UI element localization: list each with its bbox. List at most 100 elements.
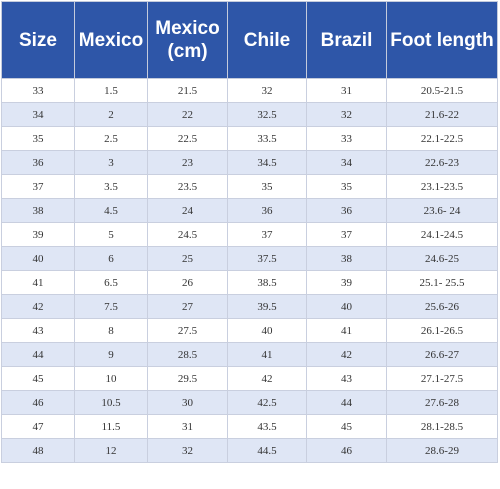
cell-mexico: 9 (74, 342, 148, 367)
cell-mexico: 2 (74, 102, 148, 127)
cell-mexico: 3.5 (74, 174, 148, 199)
table-row: 34 2 22 32.5 32 21.6-22 (1, 102, 498, 127)
table-row: 42 7.5 27 39.5 40 25.6-26 (1, 294, 498, 319)
cell-chile: 32.5 (227, 102, 307, 127)
cell-mexico: 6 (74, 246, 148, 271)
header-chile: Chile (227, 1, 307, 79)
cell-foot-length: 25.6-26 (386, 294, 498, 319)
cell-chile: 41 (227, 342, 307, 367)
cell-size: 37 (1, 174, 75, 199)
cell-size: 43 (1, 318, 75, 343)
cell-brazil: 41 (306, 318, 387, 343)
cell-chile: 32 (227, 78, 307, 103)
cell-mexico-cm: 24 (147, 198, 228, 223)
cell-mexico-cm: 23 (147, 150, 228, 175)
cell-chile: 34.5 (227, 150, 307, 175)
cell-foot-length: 27.6-28 (386, 390, 498, 415)
cell-size: 35 (1, 126, 75, 151)
header-brazil: Brazil (306, 1, 387, 79)
cell-foot-length: 24.1-24.5 (386, 222, 498, 247)
cell-size: 44 (1, 342, 75, 367)
table-row: 38 4.5 24 36 36 23.6- 24 (1, 198, 498, 223)
cell-mexico: 8 (74, 318, 148, 343)
size-table: Size Mexico Mexico (cm) Chile Brazil Foot… (1, 1, 498, 463)
header-mexico: Mexico (74, 1, 148, 79)
table-row: 45 10 29.5 42 43 27.1-27.5 (1, 366, 498, 391)
cell-chile: 36 (227, 198, 307, 223)
cell-mexico-cm: 21.5 (147, 78, 228, 103)
cell-mexico: 4.5 (74, 198, 148, 223)
table-row: 44 9 28.5 41 42 26.6-27 (1, 342, 498, 367)
cell-chile: 42.5 (227, 390, 307, 415)
cell-size: 33 (1, 78, 75, 103)
cell-chile: 37 (227, 222, 307, 247)
cell-mexico: 10 (74, 366, 148, 391)
header-size: Size (1, 1, 75, 79)
cell-foot-length: 23.1-23.5 (386, 174, 498, 199)
cell-size: 46 (1, 390, 75, 415)
cell-mexico-cm: 24.5 (147, 222, 228, 247)
cell-brazil: 39 (306, 270, 387, 295)
cell-chile: 40 (227, 318, 307, 343)
table-body: 33 1.5 21.5 32 31 20.5-21.5 34 2 22 32.5 32 21.6-22… (1, 78, 498, 463)
cell-brazil: 32 (306, 102, 387, 127)
cell-mexico: 2.5 (74, 126, 148, 151)
cell-mexico: 1.5 (74, 78, 148, 103)
cell-brazil: 42 (306, 342, 387, 367)
cell-mexico-cm: 27 (147, 294, 228, 319)
cell-foot-length: 21.6-22 (386, 102, 498, 127)
cell-size: 42 (1, 294, 75, 319)
cell-chile: 42 (227, 366, 307, 391)
cell-brazil: 35 (306, 174, 387, 199)
cell-size: 36 (1, 150, 75, 175)
cell-brazil: 38 (306, 246, 387, 271)
cell-size: 38 (1, 198, 75, 223)
cell-mexico: 12 (74, 438, 148, 463)
cell-mexico: 10.5 (74, 390, 148, 415)
cell-mexico: 6.5 (74, 270, 148, 295)
cell-foot-length: 24.6-25 (386, 246, 498, 271)
cell-brazil: 36 (306, 198, 387, 223)
cell-brazil: 45 (306, 414, 387, 439)
cell-mexico-cm: 25 (147, 246, 228, 271)
cell-chile: 44.5 (227, 438, 307, 463)
cell-foot-length: 22.1-22.5 (386, 126, 498, 151)
cell-size: 41 (1, 270, 75, 295)
table-row: 33 1.5 21.5 32 31 20.5-21.5 (1, 78, 498, 103)
header-row: Size Mexico Mexico (cm) Chile Brazil Foot… (1, 1, 498, 79)
cell-foot-length: 28.6-29 (386, 438, 498, 463)
table-row: 47 11.5 31 43.5 45 28.1-28.5 (1, 414, 498, 439)
cell-foot-length: 22.6-23 (386, 150, 498, 175)
cell-brazil: 43 (306, 366, 387, 391)
cell-chile: 39.5 (227, 294, 307, 319)
cell-mexico-cm: 23.5 (147, 174, 228, 199)
cell-mexico-cm: 22.5 (147, 126, 228, 151)
table-row: 39 5 24.5 37 37 24.1-24.5 (1, 222, 498, 247)
cell-foot-length: 26.1-26.5 (386, 318, 498, 343)
table-row: 43 8 27.5 40 41 26.1-26.5 (1, 318, 498, 343)
table-row: 40 6 25 37.5 38 24.6-25 (1, 246, 498, 271)
cell-mexico: 3 (74, 150, 148, 175)
table-row: 37 3.5 23.5 35 35 23.1-23.5 (1, 174, 498, 199)
table-header: Size Mexico Mexico (cm) Chile Brazil Foot… (1, 1, 498, 79)
cell-brazil: 44 (306, 390, 387, 415)
cell-mexico: 11.5 (74, 414, 148, 439)
cell-mexico-cm: 28.5 (147, 342, 228, 367)
cell-foot-length: 26.6-27 (386, 342, 498, 367)
cell-mexico-cm: 27.5 (147, 318, 228, 343)
cell-chile: 33.5 (227, 126, 307, 151)
cell-brazil: 40 (306, 294, 387, 319)
cell-brazil: 37 (306, 222, 387, 247)
cell-mexico: 7.5 (74, 294, 148, 319)
cell-mexico-cm: 29.5 (147, 366, 228, 391)
table-row: 46 10.5 30 42.5 44 27.6-28 (1, 390, 498, 415)
cell-size: 47 (1, 414, 75, 439)
cell-foot-length: 25.1- 25.5 (386, 270, 498, 295)
cell-chile: 37.5 (227, 246, 307, 271)
cell-mexico-cm: 31 (147, 414, 228, 439)
header-foot-length: Foot length (386, 1, 498, 79)
cell-size: 39 (1, 222, 75, 247)
cell-brazil: 33 (306, 126, 387, 151)
cell-brazil: 31 (306, 78, 387, 103)
size-chart: Size Mexico Mexico (cm) Chile Brazil Foot… (1, 1, 498, 463)
